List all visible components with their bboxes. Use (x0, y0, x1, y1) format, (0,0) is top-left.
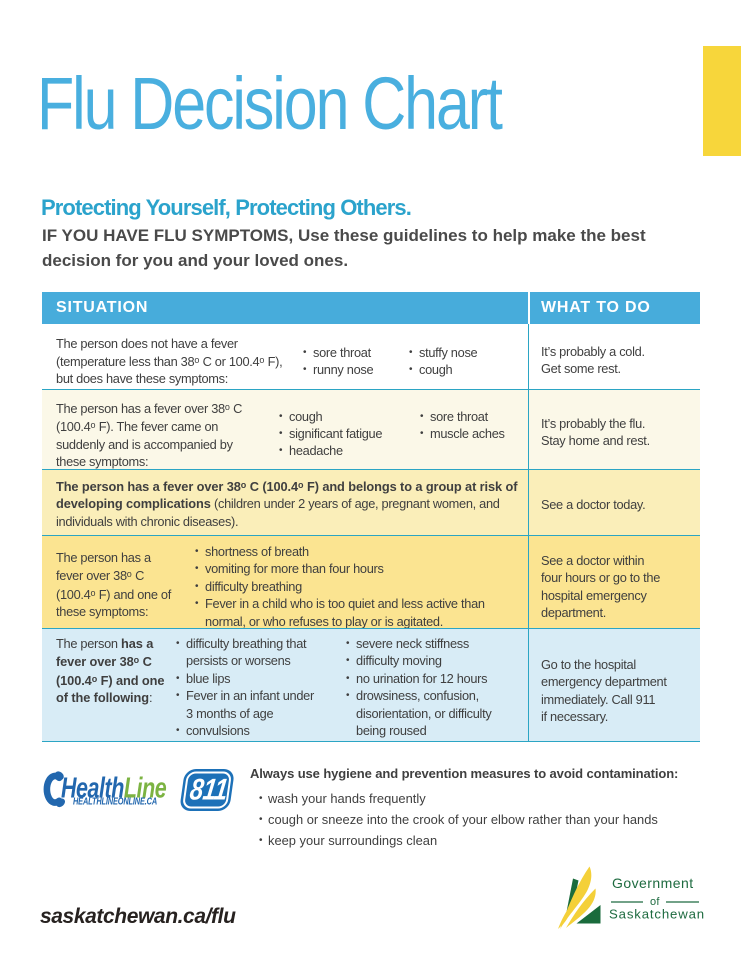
svg-text:HealthLine: HealthLine (61, 772, 167, 804)
svg-text:HEALTHLINEONLINE.CA: HEALTHLINEONLINE.CA (73, 795, 157, 806)
svg-text:of: of (650, 896, 660, 908)
svg-text:811: 811 (188, 772, 230, 806)
svg-text:Saskatchewan: Saskatchewan (609, 907, 705, 922)
svg-text:Government: Government (612, 875, 694, 891)
